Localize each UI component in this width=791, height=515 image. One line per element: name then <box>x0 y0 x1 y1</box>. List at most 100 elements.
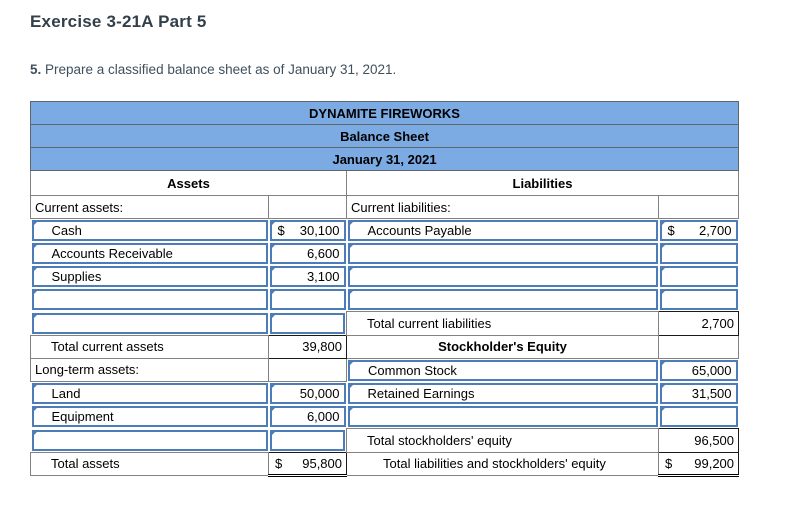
cell-flag-icon <box>659 220 667 227</box>
statement-title-header: Balance Sheet <box>29 124 740 148</box>
account-cell-land[interactable]: Land <box>31 382 269 406</box>
amount-cell-retained-earnings[interactable]: 31,500 <box>659 382 739 406</box>
cell-flag-icon <box>269 243 277 250</box>
blank-amount-cell <box>268 357 347 382</box>
amount-value: 50,000 <box>299 386 340 401</box>
amount-cell-empty[interactable] <box>659 265 739 288</box>
account-cell-empty[interactable] <box>31 429 269 453</box>
cell-flag-icon <box>31 383 39 390</box>
cell-flag-icon <box>269 406 277 414</box>
account-cell-accounts-payable[interactable]: Accounts Payable <box>347 219 659 243</box>
cell-flag-icon <box>659 382 667 390</box>
company-name-header: DYNAMITE FIREWORKS <box>29 101 740 125</box>
cell-flag-icon <box>31 289 39 297</box>
total-label-stockholders-equity: Total stockholders' equity <box>346 428 659 453</box>
amount-value: 30,100 <box>299 223 340 238</box>
cell-flag-icon <box>348 359 355 367</box>
account-label: Accounts Payable <box>367 223 472 238</box>
cell-flag-icon <box>347 289 355 296</box>
account-cell-empty[interactable] <box>31 312 269 336</box>
cell-flag-icon <box>269 312 277 320</box>
account-label: Cash <box>51 223 82 238</box>
amount-cell-empty[interactable] <box>659 242 739 265</box>
amount-value: 2,700 <box>698 223 732 238</box>
account-label: Accounts Receivable <box>51 246 173 261</box>
amount-value: 6,600 <box>306 246 340 261</box>
cell-flag-icon <box>269 429 277 437</box>
amount-cell-empty[interactable] <box>659 405 739 429</box>
account-label: Common Stock <box>368 362 457 378</box>
amount-value: 31,500 <box>691 385 732 401</box>
currency-symbol: $ <box>665 455 673 471</box>
amount-value: 65,000 <box>691 362 732 378</box>
exercise-page: Exercise 3-21A Part 5 5. Prepare a class… <box>29 12 791 477</box>
cell-flag-icon <box>659 406 667 413</box>
balance-sheet-table: DYNAMITE FIREWORKS Balance Sheet January… <box>29 101 740 477</box>
account-cell-retained-earnings[interactable]: Retained Earnings <box>347 382 659 406</box>
cell-flag-icon <box>659 266 667 273</box>
account-cell-cash[interactable]: Cash <box>31 219 269 243</box>
section-label-current-assets: Current assets: <box>30 195 269 219</box>
cell-flag-icon <box>31 220 39 227</box>
amount-cell-land[interactable]: 50,000 <box>269 382 347 406</box>
cell-flag-icon <box>347 406 355 413</box>
cell-flag-icon <box>31 243 39 250</box>
cell-flag-icon <box>659 243 667 250</box>
cell-flag-icon <box>347 266 355 273</box>
currency-symbol: $ <box>275 455 283 471</box>
account-cell-empty[interactable] <box>347 242 659 265</box>
account-cell-empty[interactable] <box>31 288 269 312</box>
total-amount-stockholders-equity: 96,500 <box>657 428 740 453</box>
cell-flag-icon <box>269 289 277 297</box>
currency-symbol: $ <box>667 223 675 238</box>
cell-flag-icon <box>347 243 355 250</box>
cell-flag-icon <box>659 359 667 367</box>
currency-symbol: $ <box>277 223 285 238</box>
amount-value: 99,200 <box>694 455 735 471</box>
account-cell-empty[interactable] <box>347 265 659 288</box>
amount-value: 95,800 <box>302 455 342 471</box>
section-heading-stockholders-equity: Stockholder's Equity <box>346 334 659 359</box>
amount-cell-accounts-receivable[interactable]: 6,600 <box>269 242 347 265</box>
account-cell-accounts-receivable[interactable]: Accounts Receivable <box>31 242 269 265</box>
amount-value: 96,500 <box>694 432 735 448</box>
account-cell-equipment[interactable]: Equipment <box>31 405 269 429</box>
cell-flag-icon <box>269 266 277 273</box>
cell-flag-icon <box>659 289 667 296</box>
account-cell-empty[interactable] <box>347 288 659 312</box>
cell-flag-icon <box>269 220 277 227</box>
page-title: Exercise 3-21A Part 5 <box>30 12 207 31</box>
instruction-body: Prepare a classified balance sheet as of… <box>41 62 397 77</box>
amount-value: 39,800 <box>302 339 342 354</box>
statement-date-header: January 31, 2021 <box>29 147 740 171</box>
account-cell-common-stock[interactable]: Common Stock <box>347 358 659 382</box>
cell-flag-icon <box>347 220 355 227</box>
account-label: Supplies <box>51 269 102 284</box>
total-label-current-assets: Total current assets <box>30 334 269 359</box>
amount-cell-cash[interactable]: $30,100 <box>269 219 347 243</box>
account-label: Land <box>51 386 81 401</box>
cell-flag-icon <box>269 383 277 390</box>
blank-amount-cell <box>657 195 740 219</box>
account-cell-supplies[interactable]: Supplies <box>31 265 269 288</box>
amount-cell-empty[interactable] <box>269 288 347 312</box>
amount-value: 6,000 <box>306 409 340 425</box>
amount-cell-common-stock[interactable]: 65,000 <box>659 358 739 382</box>
account-cell-empty[interactable] <box>347 405 659 429</box>
amount-cell-empty[interactable] <box>659 288 739 312</box>
cell-flag-icon <box>31 406 39 414</box>
amount-cell-accounts-payable[interactable]: $2,700 <box>659 219 739 243</box>
amount-cell-empty[interactable] <box>269 312 347 336</box>
blank-amount-cell <box>657 334 740 359</box>
total-amount-current-liabilities: 2,700 <box>657 311 740 336</box>
cell-flag-icon <box>347 382 355 390</box>
account-label: Retained Earnings <box>367 385 475 401</box>
instruction-text: 5. Prepare a classified balance sheet as… <box>30 62 791 77</box>
blank-amount-cell <box>268 195 347 219</box>
amount-cell-equipment[interactable]: 6,000 <box>269 405 347 429</box>
amount-value: 3,100 <box>306 269 340 284</box>
liabilities-column-header: Liabilities <box>345 170 740 196</box>
amount-cell-empty[interactable] <box>269 429 347 453</box>
amount-cell-supplies[interactable]: 3,100 <box>269 265 347 288</box>
grand-total-amount-liabilities-and-equity: $99,200 <box>657 451 740 477</box>
